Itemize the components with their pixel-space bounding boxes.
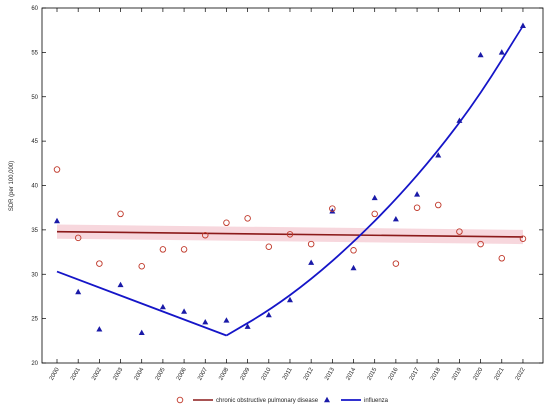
x-tick-label: 2001 (70, 366, 82, 381)
x-tick-label: 2002 (91, 366, 103, 381)
influenza-point (456, 117, 463, 123)
influenza-point (54, 217, 60, 224)
copd-point (456, 228, 463, 235)
influenza-point (181, 308, 188, 314)
copd-point (307, 240, 315, 248)
x-tick-label: 2005 (155, 366, 167, 381)
x-tick-label: 2020 (472, 366, 484, 381)
copd-point (202, 231, 209, 239)
legend-influenza-marker (324, 396, 330, 403)
x-tick-label: 2011 (282, 366, 294, 381)
x-tick-label: 2012 (303, 366, 315, 381)
influenza-point (329, 208, 336, 214)
x-tick-label: 2022 (515, 366, 527, 381)
y-tick-label: 20 (31, 361, 38, 367)
copd-point (180, 246, 188, 253)
influenza-point (117, 281, 124, 288)
copd-point (498, 255, 506, 262)
x-tick-label: 2010 (261, 366, 273, 381)
influenza-point (75, 288, 82, 295)
legend: chronic obstructive pulmonary disease inf… (176, 396, 389, 404)
influenza-point (138, 329, 145, 336)
x-tick-label: 2009 (239, 366, 251, 381)
influenza-point (392, 216, 399, 222)
influenza-point (96, 326, 103, 332)
copd-point (53, 166, 61, 173)
plot-frame (41, 7, 544, 364)
y-tick-label: 50 (31, 95, 38, 101)
copd-point (434, 201, 442, 209)
x-tick-label: 2007 (197, 366, 209, 381)
copd-point (138, 263, 145, 270)
x-axis: 2000 2001 2002 2003 2004 2005 2006 2007 2008 2009… (49, 8, 527, 382)
copd-point (74, 234, 82, 242)
copd-point (371, 210, 378, 218)
influenza-point (159, 303, 166, 310)
influenza-trend-segment (56, 270, 227, 337)
influenza-point (435, 152, 442, 158)
x-tick-label: 2000 (49, 366, 61, 381)
trend-layer (56, 25, 524, 337)
influenza-point (223, 317, 230, 323)
y-tick-label: 25 (31, 317, 38, 323)
copd-point (244, 215, 251, 222)
y-tick-label: 55 (31, 50, 38, 56)
influenza-trend-segment (225, 25, 524, 337)
copd-trend-line (56, 230, 523, 238)
copd-point (159, 246, 167, 253)
y-tick-label: 35 (31, 228, 38, 234)
y-tick-label: 30 (31, 272, 38, 278)
x-tick-label: 2004 (134, 366, 146, 381)
copd-point (350, 247, 357, 254)
influenza-point (202, 318, 209, 325)
x-tick-label: 2017 (409, 366, 421, 381)
x-tick-label: 2021 (494, 366, 506, 381)
legend-influenza-label: influenza (364, 398, 389, 404)
influenza-point (350, 264, 357, 271)
y-tick-label: 45 (31, 139, 38, 145)
x-tick-label: 2006 (176, 366, 188, 381)
x-tick-label: 2013 (324, 366, 336, 381)
copd-point (223, 219, 230, 227)
x-tick-label: 2018 (430, 366, 442, 381)
copd-point (117, 210, 124, 218)
influenza-point (498, 49, 505, 55)
copd-point (392, 260, 400, 267)
x-tick-label: 2015 (367, 366, 379, 381)
y-tick-label: 60 (31, 6, 38, 12)
influenza-point (244, 323, 251, 329)
legend-copd-label: chronic obstructive pulmonary disease (216, 398, 319, 404)
copd-point (329, 205, 336, 212)
y-axis: 20 25 30 35 40 45 50 55 60 (31, 6, 543, 367)
y-tick-label: 40 (31, 184, 38, 190)
copd-point (96, 260, 103, 267)
x-tick-label: 2003 (112, 366, 124, 381)
copd-point (286, 231, 294, 238)
copd-point (519, 235, 527, 242)
marker-layer (53, 22, 527, 336)
y-axis-title: SDR (per 100,000) (9, 161, 15, 211)
copd-point (413, 204, 421, 211)
copd-point (265, 243, 273, 250)
influenza-point (286, 296, 293, 303)
legend-copd-marker (176, 396, 184, 404)
influenza-point (477, 51, 484, 58)
x-tick-label: 2019 (451, 366, 463, 381)
influenza-point (371, 194, 378, 201)
copd-point (477, 240, 484, 248)
x-tick-label: 2014 (345, 366, 357, 381)
x-tick-label: 2016 (388, 366, 400, 381)
influenza-point (519, 22, 526, 28)
x-tick-label: 2008 (218, 366, 230, 381)
influenza-point (265, 311, 272, 318)
influenza-point (414, 191, 421, 197)
influenza-point (308, 259, 315, 265)
